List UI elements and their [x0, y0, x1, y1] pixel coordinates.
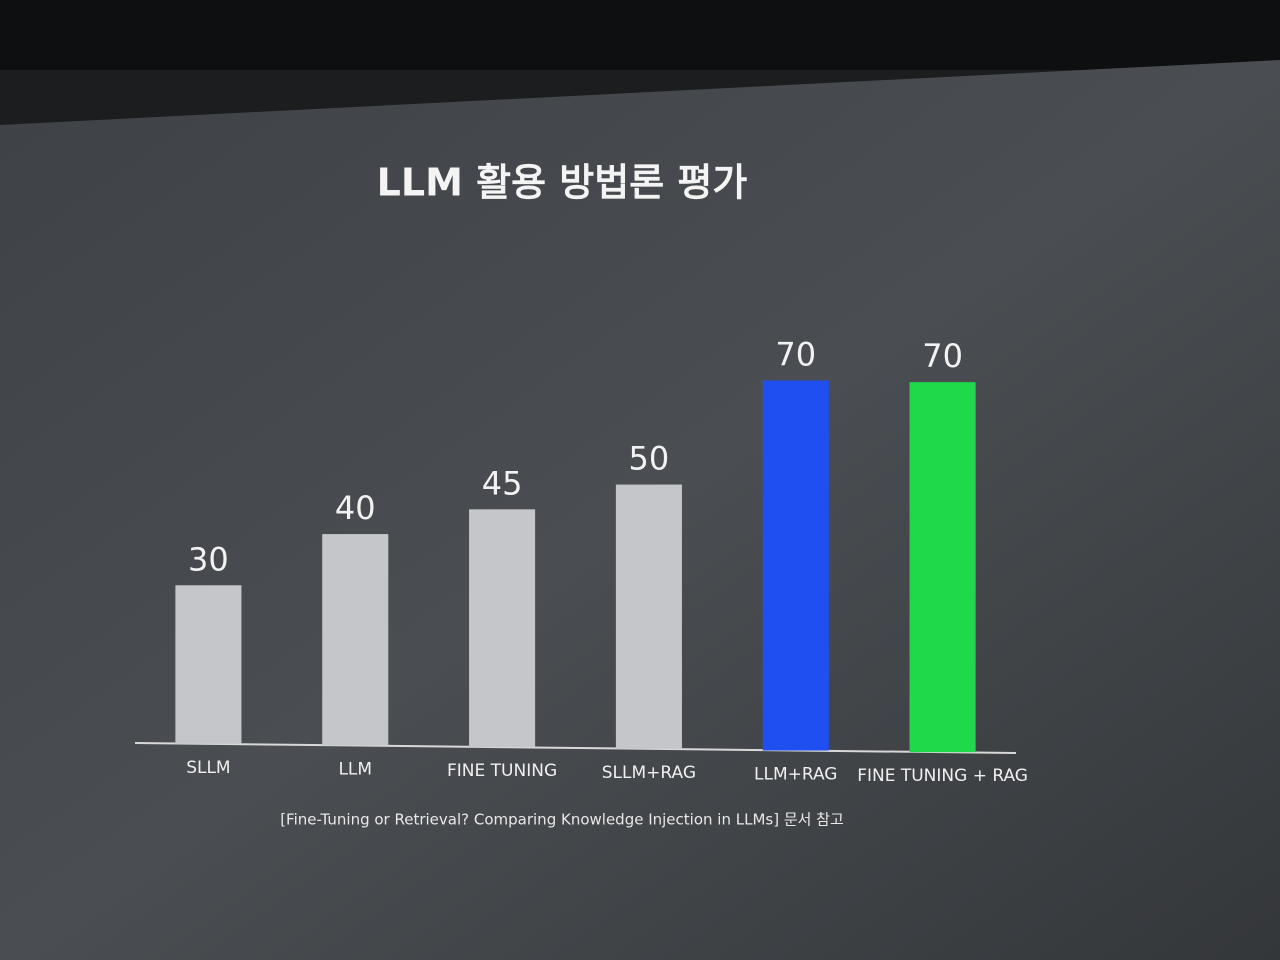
baseline: [134, 742, 1017, 754]
value-label: 70: [775, 336, 816, 374]
bar: [175, 585, 242, 744]
ceiling: [0, 0, 1280, 70]
chart-title: LLM 활용 방법론 평가: [377, 161, 748, 205]
bar: [322, 534, 389, 746]
bar: [615, 484, 682, 749]
source-note: [Fine-Tuning or Retrieval? Comparing Kno…: [280, 811, 844, 829]
x-tick-label: FINE TUNING + RAG: [857, 766, 1028, 786]
value-label: 70: [922, 337, 963, 375]
value-label: 30: [188, 540, 229, 578]
bar: [909, 382, 976, 753]
bar: [469, 509, 536, 748]
x-tick-label: LLM+RAG: [754, 765, 837, 785]
x-tick-label: LLM: [338, 760, 372, 780]
value-label: 40: [335, 489, 376, 527]
x-tick-label: FINE TUNING: [447, 761, 557, 781]
value-label: 50: [629, 440, 670, 478]
x-tick-label: SLLM: [186, 758, 230, 778]
bar: [762, 380, 829, 751]
value-label: 45: [482, 464, 523, 502]
x-tick-label: SLLM+RAG: [602, 763, 696, 783]
